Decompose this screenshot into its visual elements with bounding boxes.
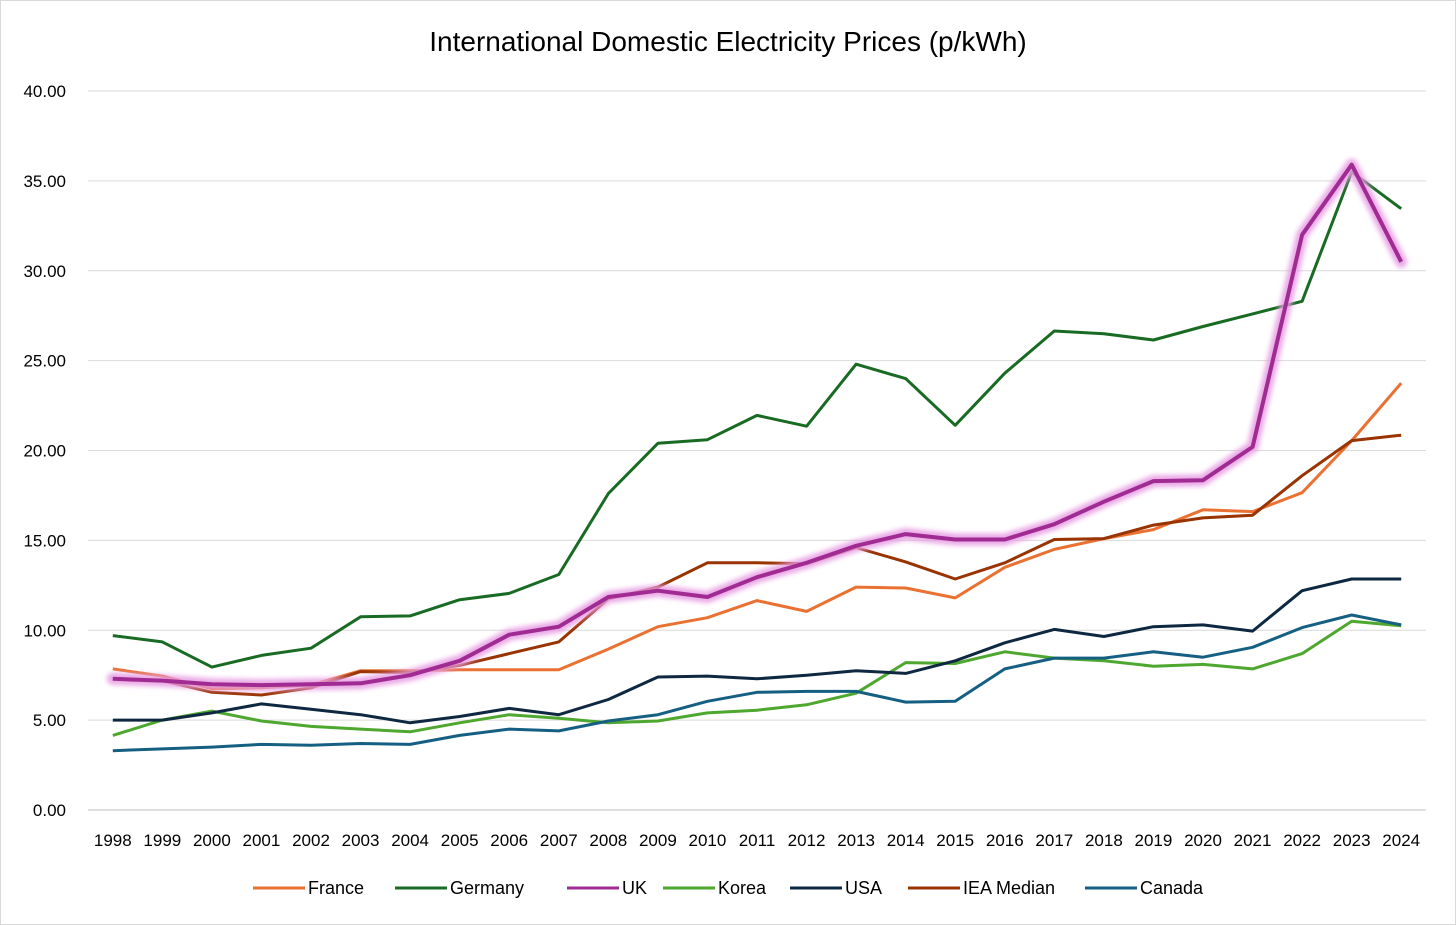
x-tick-label: 2014 xyxy=(887,831,925,850)
legend-label: France xyxy=(308,878,364,898)
x-tick-label: 2000 xyxy=(193,831,231,850)
chart-title: International Domestic Electricity Price… xyxy=(429,26,1027,57)
y-axis-ticks: 0.00 5.00 10.00 15.00 20.00 25.00 30.00 35.00 40… xyxy=(23,82,66,820)
y-tick-label: 25.00 xyxy=(23,352,66,371)
legend-item-germany: Germany xyxy=(395,878,524,898)
legend-item-france: France xyxy=(253,878,364,898)
x-tick-label: 2021 xyxy=(1234,831,1272,850)
y-tick-label: 0.00 xyxy=(33,801,66,820)
legend-item-uk: UK xyxy=(567,878,647,898)
series-line-canada xyxy=(112,613,1402,753)
x-tick-label: 2004 xyxy=(391,831,429,850)
gridlines xyxy=(88,90,1426,811)
series-line-france xyxy=(112,382,1403,691)
legend-item-canada: Canada xyxy=(1085,878,1204,898)
y-tick-label: 35.00 xyxy=(23,172,66,191)
legend-label: IEA Median xyxy=(963,878,1055,898)
x-tick-label: 2011 xyxy=(739,831,776,850)
x-tick-label: 2009 xyxy=(639,831,677,850)
x-tick-label: 2012 xyxy=(788,831,826,850)
series-glow-uk xyxy=(106,158,1408,692)
legend-label: Germany xyxy=(450,878,524,898)
x-tick-label: 1998 xyxy=(94,831,132,850)
x-tick-label: 1999 xyxy=(143,831,181,850)
y-tick-label: 15.00 xyxy=(23,531,66,550)
y-tick-label: 40.00 xyxy=(23,82,66,101)
y-tick-label: 20.00 xyxy=(23,442,66,461)
x-tick-label: 2008 xyxy=(589,831,627,850)
legend-item-korea: Korea xyxy=(663,878,767,898)
series-line-uk xyxy=(112,162,1403,688)
x-tick-label: 2019 xyxy=(1135,831,1173,850)
x-tick-label: 2018 xyxy=(1085,831,1123,850)
series-line-korea xyxy=(112,619,1402,737)
x-tick-label: 2017 xyxy=(1035,831,1073,850)
x-tick-label: 2010 xyxy=(689,831,727,850)
y-tick-label: 5.00 xyxy=(33,711,66,730)
legend-label: USA xyxy=(845,878,882,898)
y-tick-label: 10.00 xyxy=(23,621,66,640)
legend: France Germany UK Korea USA IEA Median Canada xyxy=(253,878,1204,898)
x-tick-label: 2006 xyxy=(490,831,528,850)
x-tick-label: 2020 xyxy=(1184,831,1222,850)
x-tick-label: 2024 xyxy=(1382,831,1420,850)
legend-label: UK xyxy=(622,878,647,898)
legend-label: Canada xyxy=(1140,878,1204,898)
y-tick-label: 30.00 xyxy=(23,262,66,281)
legend-item-iea-median: IEA Median xyxy=(908,878,1055,898)
x-tick-label: 2015 xyxy=(936,831,974,850)
x-tick-label: 2007 xyxy=(540,831,578,850)
legend-label: Korea xyxy=(718,878,767,898)
x-tick-label: 2002 xyxy=(292,831,330,850)
x-tick-label: 2022 xyxy=(1283,831,1321,850)
x-tick-label: 2016 xyxy=(986,831,1024,850)
series-lines xyxy=(106,158,1408,753)
x-tick-label: 2003 xyxy=(342,831,380,850)
x-tick-label: 2023 xyxy=(1333,831,1371,850)
legend-item-usa: USA xyxy=(790,878,882,898)
x-axis-ticks: 1998 1999 2000 2001 2002 2003 2004 2005 2006 2007… xyxy=(94,831,1420,850)
x-tick-label: 2005 xyxy=(441,831,479,850)
x-tick-label: 2013 xyxy=(837,831,875,850)
series-line-germany xyxy=(112,170,1403,669)
series-line-usa xyxy=(112,577,1402,725)
x-tick-label: 2001 xyxy=(243,831,281,850)
